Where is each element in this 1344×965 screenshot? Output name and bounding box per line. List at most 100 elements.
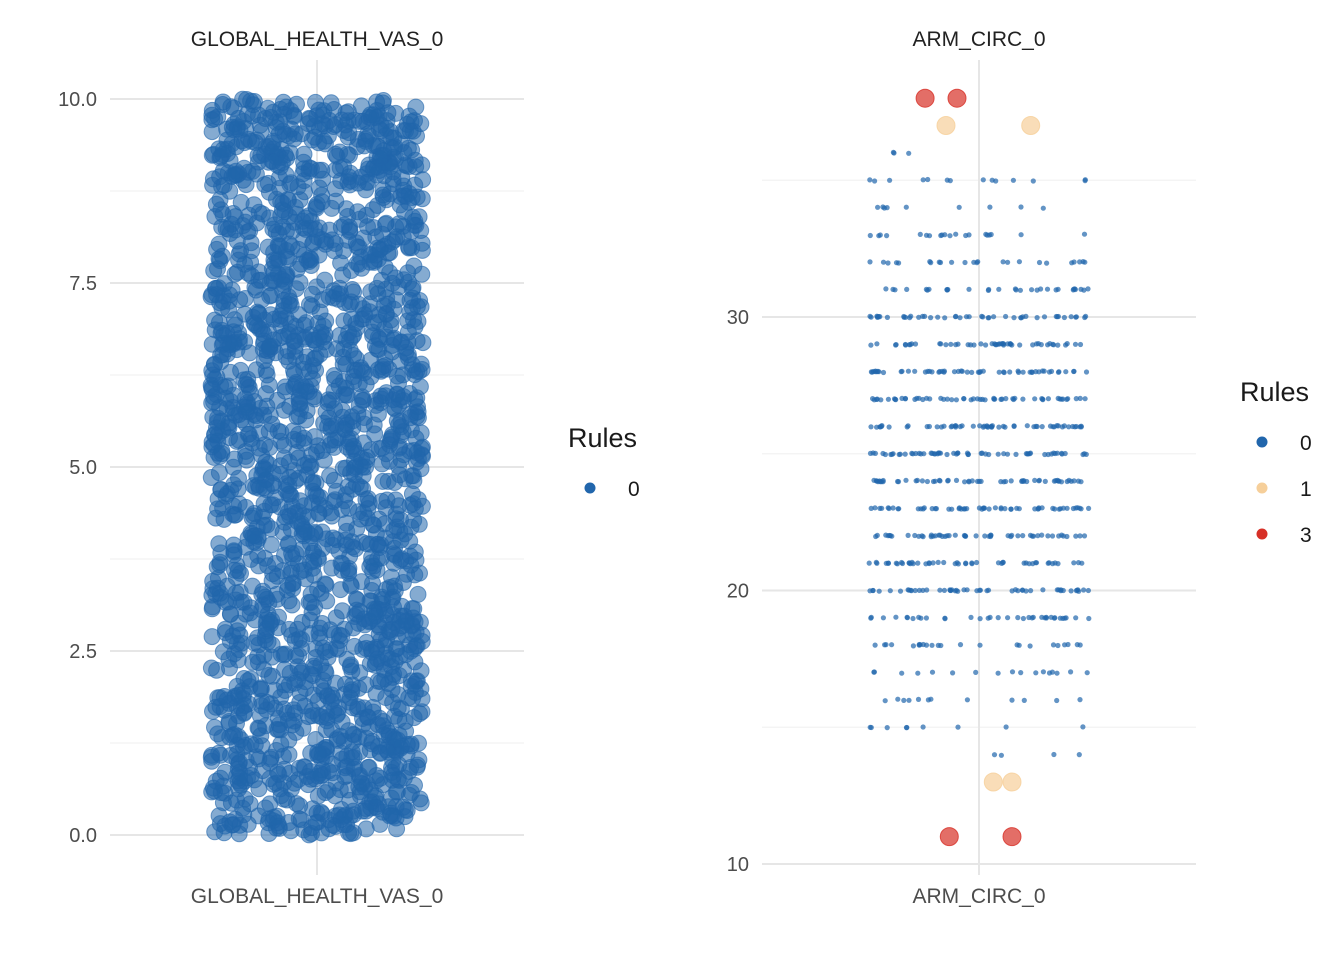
outlier-point-rule-3 <box>947 88 967 108</box>
data-point <box>373 455 391 473</box>
data-point <box>306 659 324 677</box>
data-point <box>366 337 384 355</box>
data-point <box>1076 752 1082 758</box>
data-point <box>991 395 997 401</box>
data-point <box>256 549 274 567</box>
data-point <box>336 768 354 786</box>
data-point <box>920 177 926 183</box>
data-point <box>259 605 277 623</box>
data-point <box>1043 615 1049 621</box>
data-point <box>893 397 899 403</box>
data-point <box>916 614 922 620</box>
data-point <box>354 391 371 409</box>
panel-global-health-vas: GLOBAL_HEALTH_VAS_0 0.0 2.5 5.0 7.5 10.0 GLO… <box>58 28 640 908</box>
data-point <box>212 784 230 802</box>
data-point <box>922 313 928 319</box>
data-point <box>867 313 873 319</box>
data-point <box>998 752 1005 758</box>
data-point <box>895 478 901 485</box>
data-point <box>373 439 391 457</box>
data-point <box>932 478 938 484</box>
data-point <box>905 368 912 374</box>
data-point <box>925 176 931 183</box>
data-point <box>1039 532 1045 538</box>
data-point <box>403 239 421 257</box>
data-point <box>899 395 905 401</box>
data-point <box>977 642 983 648</box>
data-point <box>313 186 331 204</box>
data-point <box>280 352 298 370</box>
data-point <box>927 368 933 374</box>
data-point <box>1078 286 1084 292</box>
data-point <box>870 587 876 594</box>
data-point <box>353 573 370 591</box>
data-point <box>902 341 909 348</box>
data-point <box>939 533 945 540</box>
data-point <box>382 651 400 669</box>
data-point <box>942 615 948 621</box>
data-point <box>1055 642 1061 649</box>
data-point <box>1057 506 1063 512</box>
data-point <box>892 287 898 293</box>
data-point <box>1054 477 1061 483</box>
data-point <box>993 342 1000 348</box>
data-point <box>345 283 363 301</box>
data-point <box>353 775 371 793</box>
data-point <box>923 561 929 567</box>
data-point <box>372 536 390 554</box>
legend-title: Rules <box>1240 377 1309 407</box>
data-point <box>1077 697 1083 703</box>
y-tick-label: 2.5 <box>69 641 97 663</box>
data-point <box>1024 451 1030 457</box>
data-point <box>241 678 259 696</box>
data-point <box>244 507 262 525</box>
data-point <box>962 506 968 512</box>
data-point <box>230 753 248 771</box>
data-point <box>915 696 922 703</box>
y-axis-tick-labels: 0.0 2.5 5.0 7.5 10.0 <box>58 89 97 847</box>
data-point <box>1058 479 1065 485</box>
data-point <box>992 505 999 511</box>
data-point <box>1060 533 1066 539</box>
data-point <box>916 314 922 320</box>
data-point <box>964 369 970 375</box>
data-point <box>376 387 394 405</box>
data-point <box>1039 396 1045 402</box>
data-point <box>937 341 943 347</box>
data-point <box>202 469 220 486</box>
y-tick-label: 0.0 <box>69 825 97 847</box>
data-point <box>202 376 220 394</box>
data-point <box>256 461 274 478</box>
data-point <box>878 423 885 429</box>
data-point <box>284 222 302 240</box>
data-point <box>977 616 983 622</box>
data-point <box>220 301 238 319</box>
data-point <box>259 633 277 651</box>
data-point <box>1024 423 1030 429</box>
data-point <box>982 533 988 539</box>
data-point <box>405 472 423 490</box>
data-point <box>920 724 926 730</box>
data-point <box>1054 423 1060 429</box>
data-point <box>249 153 267 171</box>
data-point <box>1045 342 1051 348</box>
data-point <box>991 752 998 758</box>
data-point <box>937 478 943 484</box>
data-point <box>213 729 231 747</box>
data-point <box>357 729 375 747</box>
data-point <box>1005 615 1011 621</box>
data-point <box>341 791 359 809</box>
data-point <box>1029 287 1035 293</box>
data-point <box>264 153 282 171</box>
data-point <box>945 478 951 484</box>
data-point <box>246 316 264 334</box>
data-point <box>1084 670 1090 676</box>
data-point <box>402 677 420 695</box>
data-point <box>318 592 336 610</box>
data-point <box>874 341 880 347</box>
data-point <box>905 532 911 539</box>
data-point <box>358 535 376 553</box>
legend-label-rule-3: 3 <box>1300 524 1312 547</box>
outlier-point-rule-1 <box>983 772 1003 792</box>
data-point <box>1065 641 1071 648</box>
